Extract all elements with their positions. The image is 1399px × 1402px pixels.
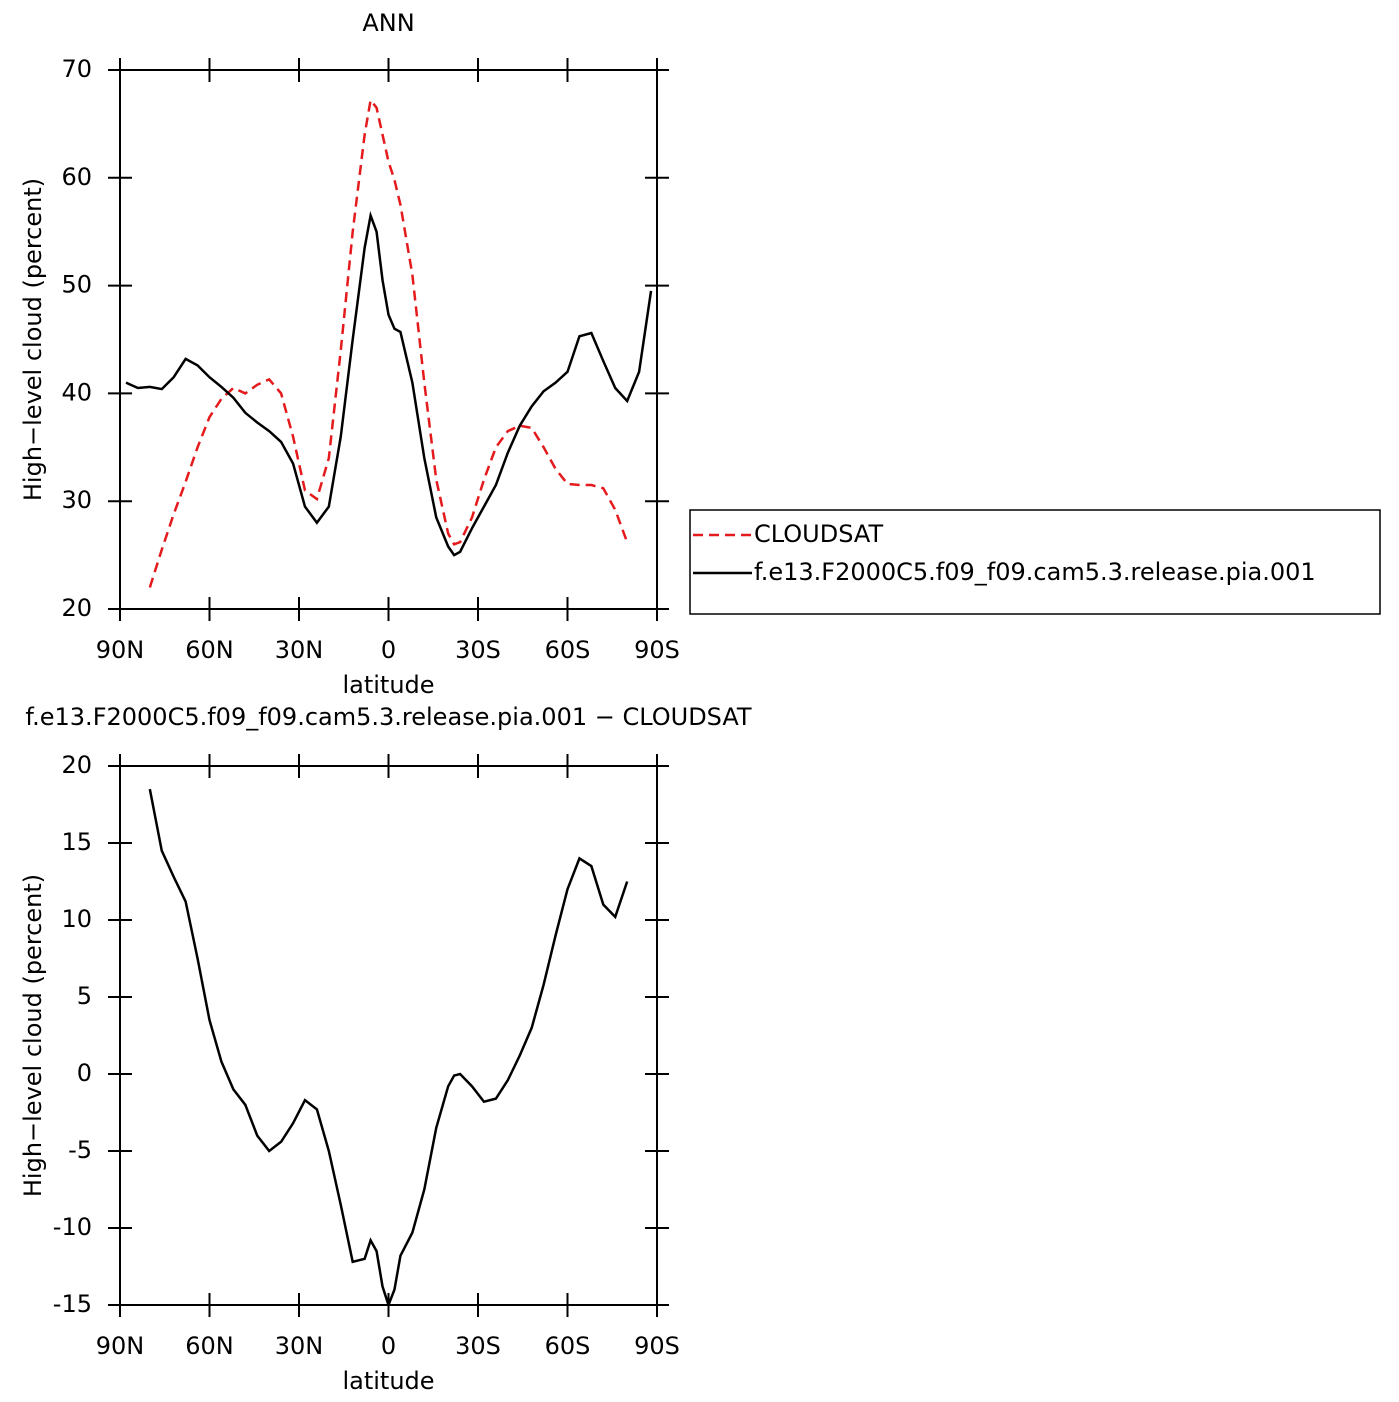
- y-tick-label: -10: [53, 1213, 92, 1241]
- x-tick-label: 90S: [634, 1332, 680, 1360]
- data-line: [148, 788, 629, 1309]
- x-axis-label: latitude: [342, 671, 434, 699]
- chart-title: ANN: [362, 9, 414, 37]
- chart-title: f.e13.F2000C5.f09_f09.cam5.3.release.pia…: [25, 703, 751, 731]
- y-tick-label: 70: [61, 55, 92, 83]
- plot-frame: [119, 69, 658, 610]
- legend-label: CLOUDSAT: [754, 520, 883, 548]
- x-tick-label: 30S: [455, 1332, 501, 1360]
- y-tick-label: 60: [61, 163, 92, 191]
- y-tick-label: 20: [61, 594, 92, 622]
- x-tick-label: 30N: [275, 636, 324, 664]
- y-axis-label: High−level cloud (percent): [19, 874, 47, 1197]
- legend-box: [689, 509, 1381, 615]
- y-tick-label: 5: [77, 982, 92, 1010]
- plot-frame: [119, 765, 658, 1306]
- x-tick-label: 60S: [545, 1332, 591, 1360]
- y-tick-label: -5: [68, 1136, 92, 1164]
- x-tick-label: 90N: [96, 636, 145, 664]
- legend-label: f.e13.F2000C5.f09_f09.cam5.3.release.pia…: [754, 558, 1316, 586]
- x-tick-label: 0: [381, 636, 396, 664]
- x-tick-label: 60S: [545, 636, 591, 664]
- x-tick-label: 90N: [96, 1332, 145, 1360]
- y-tick-label: 15: [61, 828, 92, 856]
- x-tick-label: 90S: [634, 636, 680, 664]
- y-tick-label: 40: [61, 378, 92, 406]
- x-tick-label: 0: [381, 1332, 396, 1360]
- y-axis-label: High−level cloud (percent): [19, 178, 47, 501]
- y-tick-label: 10: [61, 905, 92, 933]
- x-tick-label: 30N: [275, 1332, 324, 1360]
- y-tick-label: 0: [77, 1059, 92, 1087]
- x-tick-label: 60N: [185, 636, 234, 664]
- x-tick-label: 60N: [185, 1332, 234, 1360]
- data-line: [148, 97, 629, 588]
- data-line: [125, 210, 653, 557]
- y-tick-label: -15: [53, 1290, 92, 1318]
- y-tick-label: 20: [61, 751, 92, 779]
- y-tick-label: 50: [61, 271, 92, 299]
- x-tick-label: 30S: [455, 636, 501, 664]
- y-tick-label: 30: [61, 486, 92, 514]
- x-axis-label: latitude: [342, 1367, 434, 1395]
